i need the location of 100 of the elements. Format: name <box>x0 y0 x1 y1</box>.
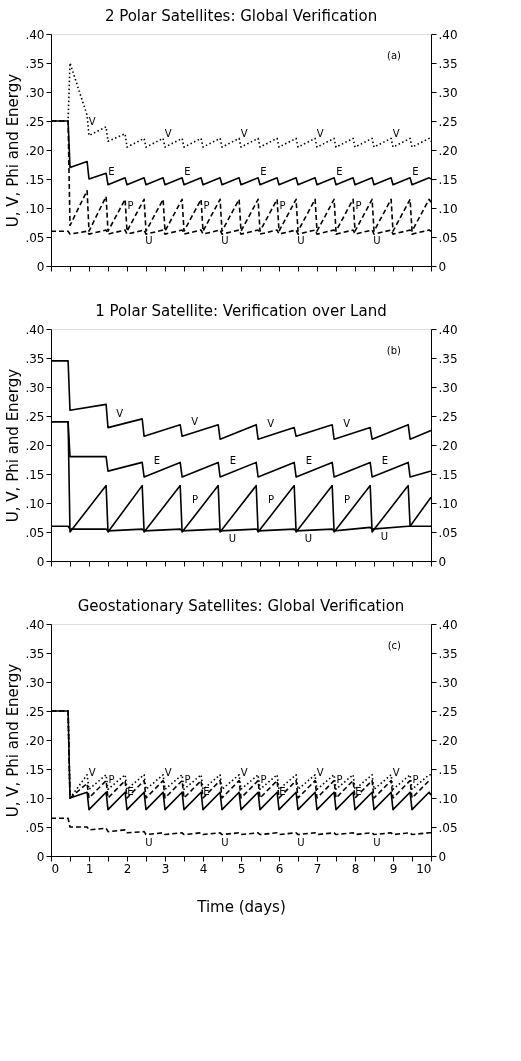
y-tick-label: .15 <box>25 762 45 777</box>
chart-title: 1 Polar Satellite: Verification over Land <box>95 302 387 320</box>
text: U <box>221 235 229 247</box>
y-tick-label: .25 <box>25 409 45 424</box>
text: P <box>412 774 419 786</box>
y-tick-label: 0 <box>36 259 45 274</box>
text: U <box>221 836 229 848</box>
text: V <box>164 767 172 779</box>
text: V <box>267 418 275 430</box>
y2-tick-label: .20 <box>438 733 458 748</box>
series-label: E <box>108 166 115 178</box>
series-label: V <box>316 767 324 779</box>
text: V <box>240 127 248 139</box>
y2-tick-label: 0 <box>438 554 447 569</box>
y-tick-label: .40 <box>25 27 45 42</box>
y-tick-label: .30 <box>25 380 45 395</box>
y2-tick-label: .05 <box>438 820 458 835</box>
y2-tick-label: 0 <box>438 849 447 864</box>
text: V <box>88 767 96 779</box>
series-label: P <box>108 774 115 786</box>
y2-tick-label: .25 <box>438 704 458 719</box>
x-tick-label: 1 <box>85 861 94 876</box>
text: P <box>127 200 134 212</box>
text: V <box>240 767 248 779</box>
text: U <box>304 532 313 544</box>
series-label: U <box>380 530 389 542</box>
y-tick-label: .30 <box>25 85 45 100</box>
y2-tick-label: .10 <box>438 791 458 806</box>
chart-title: 2 Polar Satellites: Global Verification <box>104 7 378 25</box>
series-label: P <box>192 493 199 505</box>
x-tick-label: 5 <box>237 861 246 876</box>
y-tick-label: .20 <box>25 733 45 748</box>
y-tick-label: .05 <box>25 525 45 540</box>
y2-tick-label: .10 <box>438 201 458 216</box>
y2-tick-label: .30 <box>438 85 458 100</box>
text: P <box>268 493 275 505</box>
text: V <box>191 415 199 427</box>
text: E <box>127 785 134 797</box>
text: U <box>145 836 153 848</box>
y2-tick-label: .35 <box>438 351 458 366</box>
x-tick-label: 7 <box>313 861 322 876</box>
y-axis-title: U, V, Phi and Energy <box>4 663 23 818</box>
x-tick-label: 10 <box>416 861 432 876</box>
y2-tick-label: .15 <box>438 762 458 777</box>
series-label: U <box>297 836 305 848</box>
y2-tick-label: .35 <box>438 56 458 71</box>
annotation: (b) <box>386 345 402 356</box>
y2-tick-label: .25 <box>438 409 458 424</box>
y-tick-label: 0 <box>36 554 45 569</box>
y2-tick-label: .25 <box>438 114 458 129</box>
y-tick-label: .35 <box>25 646 45 661</box>
series-label: U <box>297 235 305 247</box>
text: E <box>381 454 389 466</box>
text: P <box>203 200 210 212</box>
y2-tick-label: .15 <box>438 467 458 482</box>
series-label: V <box>88 116 96 128</box>
x-tick-label: 2 <box>123 861 132 876</box>
y-tick-label: .15 <box>25 172 45 187</box>
y2-tick-label: .40 <box>438 27 458 42</box>
y2-tick-label: .10 <box>438 496 458 511</box>
y-tick-label: .35 <box>25 351 45 366</box>
y2-tick-label: .40 <box>438 617 458 632</box>
x-tick-label: 0 <box>51 861 60 876</box>
y-tick-label: .15 <box>25 467 45 482</box>
y2-tick-label: 0 <box>438 259 447 274</box>
y2-tick-label: .30 <box>438 380 458 395</box>
text: U <box>373 235 381 247</box>
text: U <box>228 532 237 544</box>
y-tick-label: .10 <box>25 496 45 511</box>
chart-title: Geostationary Satellites: Global Verification <box>77 597 405 615</box>
x-tick-label: 8 <box>351 861 360 876</box>
y-tick-label: .35 <box>25 56 45 71</box>
text: P <box>336 774 343 786</box>
series-label: P <box>279 200 286 212</box>
y-tick-label: .05 <box>25 230 45 245</box>
text: P <box>260 774 267 786</box>
y-axis-title: U, V, Phi and Energy <box>4 368 23 523</box>
y-tick-label: .25 <box>25 114 45 129</box>
y2-tick-label: .20 <box>438 438 458 453</box>
y2-tick-label: .30 <box>438 675 458 690</box>
y2-tick-label: .40 <box>438 322 458 337</box>
text: V <box>392 127 400 139</box>
text: V <box>164 127 172 139</box>
text: E <box>260 166 267 178</box>
y-tick-label: .25 <box>25 704 45 719</box>
x-axis-title: Time (days) <box>196 897 286 916</box>
x-tick-label: 3 <box>161 861 170 876</box>
x-tick-label: 6 <box>275 861 284 876</box>
text: E <box>279 785 286 797</box>
y-tick-label: .10 <box>25 791 45 806</box>
y2-tick-label: .35 <box>438 646 458 661</box>
y-tick-label: .20 <box>25 143 45 158</box>
y-tick-label: .30 <box>25 675 45 690</box>
y2-tick-label: .20 <box>438 143 458 158</box>
text: V <box>316 127 324 139</box>
x-tick-label: 9 <box>389 861 398 876</box>
annotation: (a) <box>387 50 402 61</box>
y-tick-label: .05 <box>25 820 45 835</box>
text: E <box>355 785 362 797</box>
text: U <box>145 235 153 247</box>
